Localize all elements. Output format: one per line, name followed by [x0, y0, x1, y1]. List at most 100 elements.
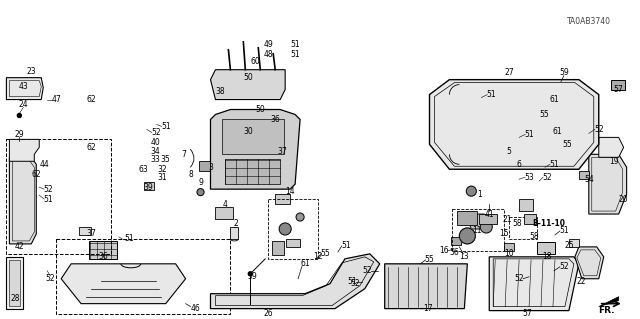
Bar: [579, 171, 589, 179]
Bar: [56, 239, 230, 314]
Text: 43: 43: [19, 82, 28, 91]
Text: 50: 50: [255, 105, 265, 114]
Polygon shape: [211, 254, 380, 308]
Text: 37: 37: [277, 147, 287, 156]
Bar: [537, 242, 555, 254]
Bar: [509, 217, 537, 239]
Polygon shape: [211, 109, 300, 189]
Text: 55: 55: [539, 110, 549, 119]
Text: 12: 12: [313, 252, 323, 261]
Bar: [611, 80, 625, 90]
Bar: [451, 237, 461, 245]
Polygon shape: [599, 297, 619, 307]
Text: 54: 54: [584, 175, 594, 184]
Bar: [504, 243, 514, 251]
Polygon shape: [10, 260, 20, 306]
Text: 51: 51: [161, 122, 170, 131]
Polygon shape: [6, 257, 23, 308]
Text: 51: 51: [524, 130, 534, 139]
Text: 57: 57: [614, 85, 623, 94]
Bar: [225, 159, 280, 184]
Circle shape: [296, 213, 304, 221]
Text: 52: 52: [350, 279, 360, 288]
Text: 8: 8: [188, 170, 193, 179]
Text: 39: 39: [144, 183, 154, 192]
Text: 19: 19: [609, 157, 618, 166]
Polygon shape: [6, 78, 44, 100]
Text: 61: 61: [552, 127, 562, 136]
Text: 55: 55: [320, 249, 330, 258]
Bar: [275, 194, 290, 204]
Text: 38: 38: [216, 87, 225, 96]
Bar: [479, 214, 497, 224]
Bar: [268, 199, 318, 259]
Bar: [272, 241, 284, 255]
Polygon shape: [211, 70, 285, 100]
Text: 57: 57: [522, 309, 532, 318]
Text: 46: 46: [191, 304, 200, 313]
Text: 59: 59: [248, 272, 257, 281]
Text: 3: 3: [208, 163, 213, 172]
Bar: [458, 211, 477, 225]
Text: 42: 42: [15, 242, 24, 251]
Text: 63: 63: [139, 165, 148, 174]
Text: 58: 58: [529, 233, 539, 241]
Text: 51: 51: [341, 241, 351, 250]
Bar: [524, 214, 536, 224]
Text: 52: 52: [362, 266, 372, 275]
Circle shape: [197, 189, 204, 196]
Text: 52: 52: [45, 274, 55, 283]
Text: 50: 50: [243, 73, 253, 82]
Text: 18: 18: [542, 252, 552, 261]
Bar: [89, 241, 117, 259]
Polygon shape: [429, 80, 599, 169]
Text: 51: 51: [347, 277, 356, 286]
Circle shape: [467, 186, 476, 196]
Text: 36: 36: [270, 115, 280, 124]
Circle shape: [500, 145, 508, 153]
Polygon shape: [10, 139, 39, 161]
Circle shape: [17, 114, 21, 117]
Text: 51: 51: [291, 50, 300, 59]
Bar: [286, 239, 300, 247]
Text: 9: 9: [198, 178, 203, 187]
Text: 52: 52: [44, 185, 53, 194]
Text: 52: 52: [515, 274, 524, 283]
Text: 51: 51: [486, 90, 496, 99]
Text: 59: 59: [559, 68, 569, 77]
Text: 7: 7: [181, 150, 186, 159]
Text: 52: 52: [594, 125, 604, 134]
Text: 10: 10: [504, 249, 514, 258]
Text: 49: 49: [263, 40, 273, 49]
Text: 53: 53: [524, 173, 534, 182]
Bar: [6, 139, 111, 254]
Text: 40: 40: [151, 138, 161, 147]
Bar: [230, 227, 238, 239]
Text: 16: 16: [440, 246, 449, 256]
Text: 2: 2: [233, 219, 237, 228]
Text: 51: 51: [549, 160, 559, 169]
Polygon shape: [575, 247, 604, 279]
Text: 37: 37: [86, 229, 96, 239]
Text: 62: 62: [31, 170, 41, 179]
Bar: [144, 182, 154, 190]
Bar: [223, 120, 284, 154]
Text: 17: 17: [422, 304, 433, 313]
Text: 55: 55: [424, 255, 435, 264]
Text: 61: 61: [300, 259, 310, 268]
Text: 14: 14: [285, 187, 295, 196]
Text: 51: 51: [44, 195, 53, 204]
Text: 22: 22: [576, 277, 586, 286]
Text: 55: 55: [562, 140, 572, 149]
Text: 32: 32: [158, 165, 168, 174]
Text: 4: 4: [223, 200, 228, 209]
Text: 1: 1: [477, 189, 482, 199]
Text: 52: 52: [559, 262, 569, 271]
Text: 62: 62: [86, 95, 96, 104]
Bar: [79, 227, 91, 235]
Bar: [569, 239, 579, 247]
Circle shape: [460, 228, 476, 244]
Text: 25: 25: [564, 241, 573, 250]
Text: 41: 41: [484, 210, 494, 219]
Polygon shape: [468, 214, 487, 229]
